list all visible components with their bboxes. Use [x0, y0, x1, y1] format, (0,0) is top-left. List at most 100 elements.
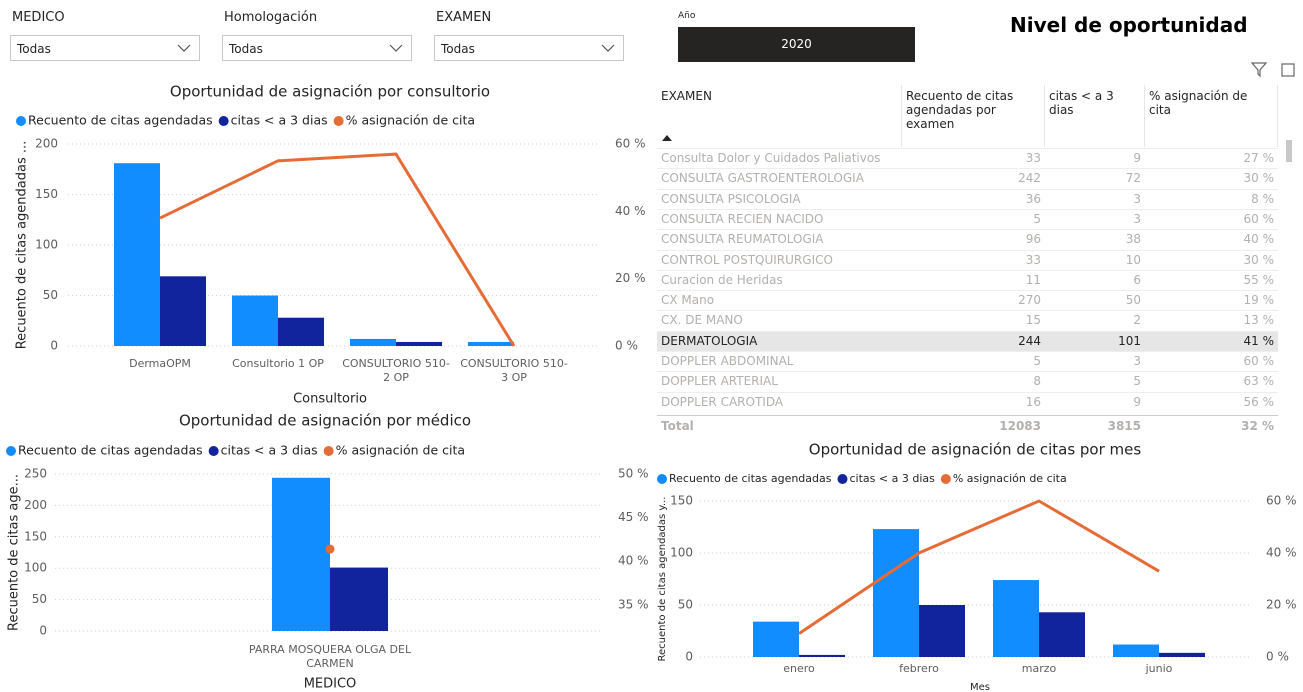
table-cell: 3	[1133, 354, 1141, 368]
legend-marker	[940, 474, 951, 484]
table-row[interactable]: DERMATOLOGIA 244 101 41 %	[657, 330, 1278, 352]
table-cell: 11	[1025, 272, 1041, 287]
bar	[232, 295, 278, 346]
table-cell: 38	[1125, 232, 1141, 247]
bar	[799, 654, 845, 657]
chevron-path	[601, 44, 615, 52]
table-row[interactable]: CONSULTA PSICOLOGIA 36 3 8 %	[657, 188, 1278, 210]
column-header: % asignación de cita	[1145, 85, 1278, 147]
filter-dropdown[interactable]: Todas	[434, 35, 624, 61]
table-cell: 40 %	[1243, 232, 1275, 247]
table-row[interactable]: CONSULTA RECIEN NACIDO 5 3 60 %	[657, 208, 1278, 230]
column-header: EXAMEN	[657, 85, 902, 147]
bar	[753, 621, 799, 657]
x-tick-label-box: Consultorio 1 OP	[232, 357, 324, 370]
table-cell: 10	[1125, 252, 1141, 267]
table-cell: 5	[1133, 374, 1141, 389]
table-cell: DOPPLER ARTERIAL	[661, 374, 778, 389]
table-cell: 41 %	[1243, 333, 1275, 348]
x-tick-label-box: PARRA MOSQUERA OLGA DEL CARMEN	[248, 643, 412, 670]
filter-label: MEDICO	[12, 10, 65, 25]
table-row[interactable]: CONSULTA REUMATOLOGIA 96 38 40 %	[657, 229, 1278, 250]
table-cell: 30 %	[1243, 171, 1275, 186]
filter-icon[interactable]	[1250, 62, 1268, 78]
table-cell: 60 %	[1243, 354, 1275, 368]
year-slicer[interactable]: 2020	[678, 27, 915, 62]
legend-label: Recuento de citas agendadas	[28, 113, 213, 128]
table-cell: Consulta Dolor y Cuidados Paliativos	[661, 151, 881, 165]
table-row[interactable]: CONTROL POSTQUIRURGICO 33 10 30 %	[657, 249, 1278, 271]
bar	[272, 477, 330, 631]
y-tick-label: 100	[670, 546, 693, 560]
table-row[interactable]: CX. DE MANO 15 2 13 %	[657, 310, 1278, 331]
table-cell: 50	[1125, 293, 1141, 308]
x-tick-label: marzo	[1021, 662, 1057, 675]
y-axis-label: Recuento de citas agendadas ...	[15, 141, 30, 350]
filter-dropdown[interactable]: Todas	[10, 35, 200, 61]
legend-label: citas < a 3 dias	[231, 113, 328, 128]
table-cell: 5	[1033, 354, 1041, 368]
chevron	[389, 44, 403, 52]
focus-icon[interactable]	[1281, 63, 1295, 77]
scroll-thumb[interactable]	[1286, 140, 1292, 162]
table-cell: 6	[1133, 272, 1141, 287]
filter-label: Homologación	[224, 10, 318, 25]
x-tick-label: junio	[1145, 662, 1173, 675]
x-tick-label-box: junio	[1145, 662, 1173, 675]
bar	[873, 529, 919, 657]
y2-tick-label: 40 %	[1266, 546, 1297, 560]
table-cell: 72	[1125, 171, 1141, 186]
table-row[interactable]: CONSULTA GASTROENTEROLOGIA 242 72 30 %	[657, 168, 1278, 189]
table-cell: CX. DE MANO	[661, 313, 743, 328]
legend-label: % asignación de cita	[336, 443, 465, 458]
bar	[278, 317, 324, 346]
y2-tick-label: 40 %	[618, 554, 649, 568]
legend-marker	[6, 446, 16, 456]
table-row[interactable]: Curacion de Heridas 11 6 55 %	[657, 269, 1278, 291]
table-row[interactable]: CX Mano 270 50 19 %	[657, 290, 1278, 311]
table-cell: 270	[1018, 293, 1041, 308]
table-cell: 33	[1025, 151, 1041, 165]
y2-tick-label: 0 %	[615, 339, 638, 353]
legend-label: Recuento de citas agendadas	[18, 443, 203, 458]
table-cell: 60 %	[1243, 211, 1275, 226]
filter-dropdown[interactable]: Todas	[222, 35, 412, 61]
table-cell: 9	[1133, 394, 1141, 409]
y-tick-label: 150	[670, 494, 693, 508]
year-label: Año	[678, 11, 696, 21]
x-tick-label: enero	[783, 662, 815, 675]
x-tick-label: febrero	[899, 662, 939, 675]
table-cell: CONSULTA GASTROENTEROLOGIA	[661, 171, 864, 186]
legend-label: citas < a 3 dias	[221, 443, 318, 458]
y2-tick-label: 50 %	[618, 467, 649, 481]
bar	[396, 341, 442, 346]
table-row[interactable]: Consulta Dolor y Cuidados Paliativos 33 9 2…	[657, 148, 1278, 169]
column-header: citas < a 3 dias	[1045, 85, 1145, 147]
table-row[interactable]: DOPPLER CAROTIDA 16 9 56 %	[657, 391, 1278, 413]
y-tick-label: 100	[35, 238, 58, 252]
x-axis-label: Mes	[970, 682, 990, 692]
table-cell: CONSULTA RECIEN NACIDO	[661, 211, 824, 226]
page-title: Nivel de oportunidad	[1010, 13, 1248, 37]
y-tick-label: 50	[678, 598, 693, 612]
x-tick-label: Consultorio 1 OP	[232, 357, 324, 370]
table-row[interactable]: DOPPLER ABDOMINAL 5 3 60 %	[657, 351, 1278, 372]
x-tick-label: CONSULTORIO 510-2 OP	[342, 357, 450, 384]
table-cell: 3	[1133, 191, 1141, 206]
x-tick-label: PARRA MOSQUERA OLGA DEL CARMEN	[248, 643, 412, 670]
column-header: Recuento de citas agendadas por examen	[902, 85, 1045, 147]
legend-label: Recuento de citas agendadas	[669, 472, 832, 485]
bar	[919, 605, 965, 657]
legend-marker	[218, 116, 229, 126]
legend-label: citas < a 3 dias	[850, 472, 936, 485]
x-tick-label: DermaOPM	[129, 357, 191, 370]
table-row[interactable]: DOPPLER ARTERIAL 8 5 63 %	[657, 371, 1278, 392]
y-tick-label: 50	[43, 288, 58, 302]
scrollbar[interactable]	[1283, 92, 1295, 412]
table-cell: 36	[1025, 191, 1041, 206]
table-cell: 8	[1033, 374, 1041, 389]
table-cell: 9	[1133, 151, 1141, 165]
bar	[160, 276, 206, 346]
